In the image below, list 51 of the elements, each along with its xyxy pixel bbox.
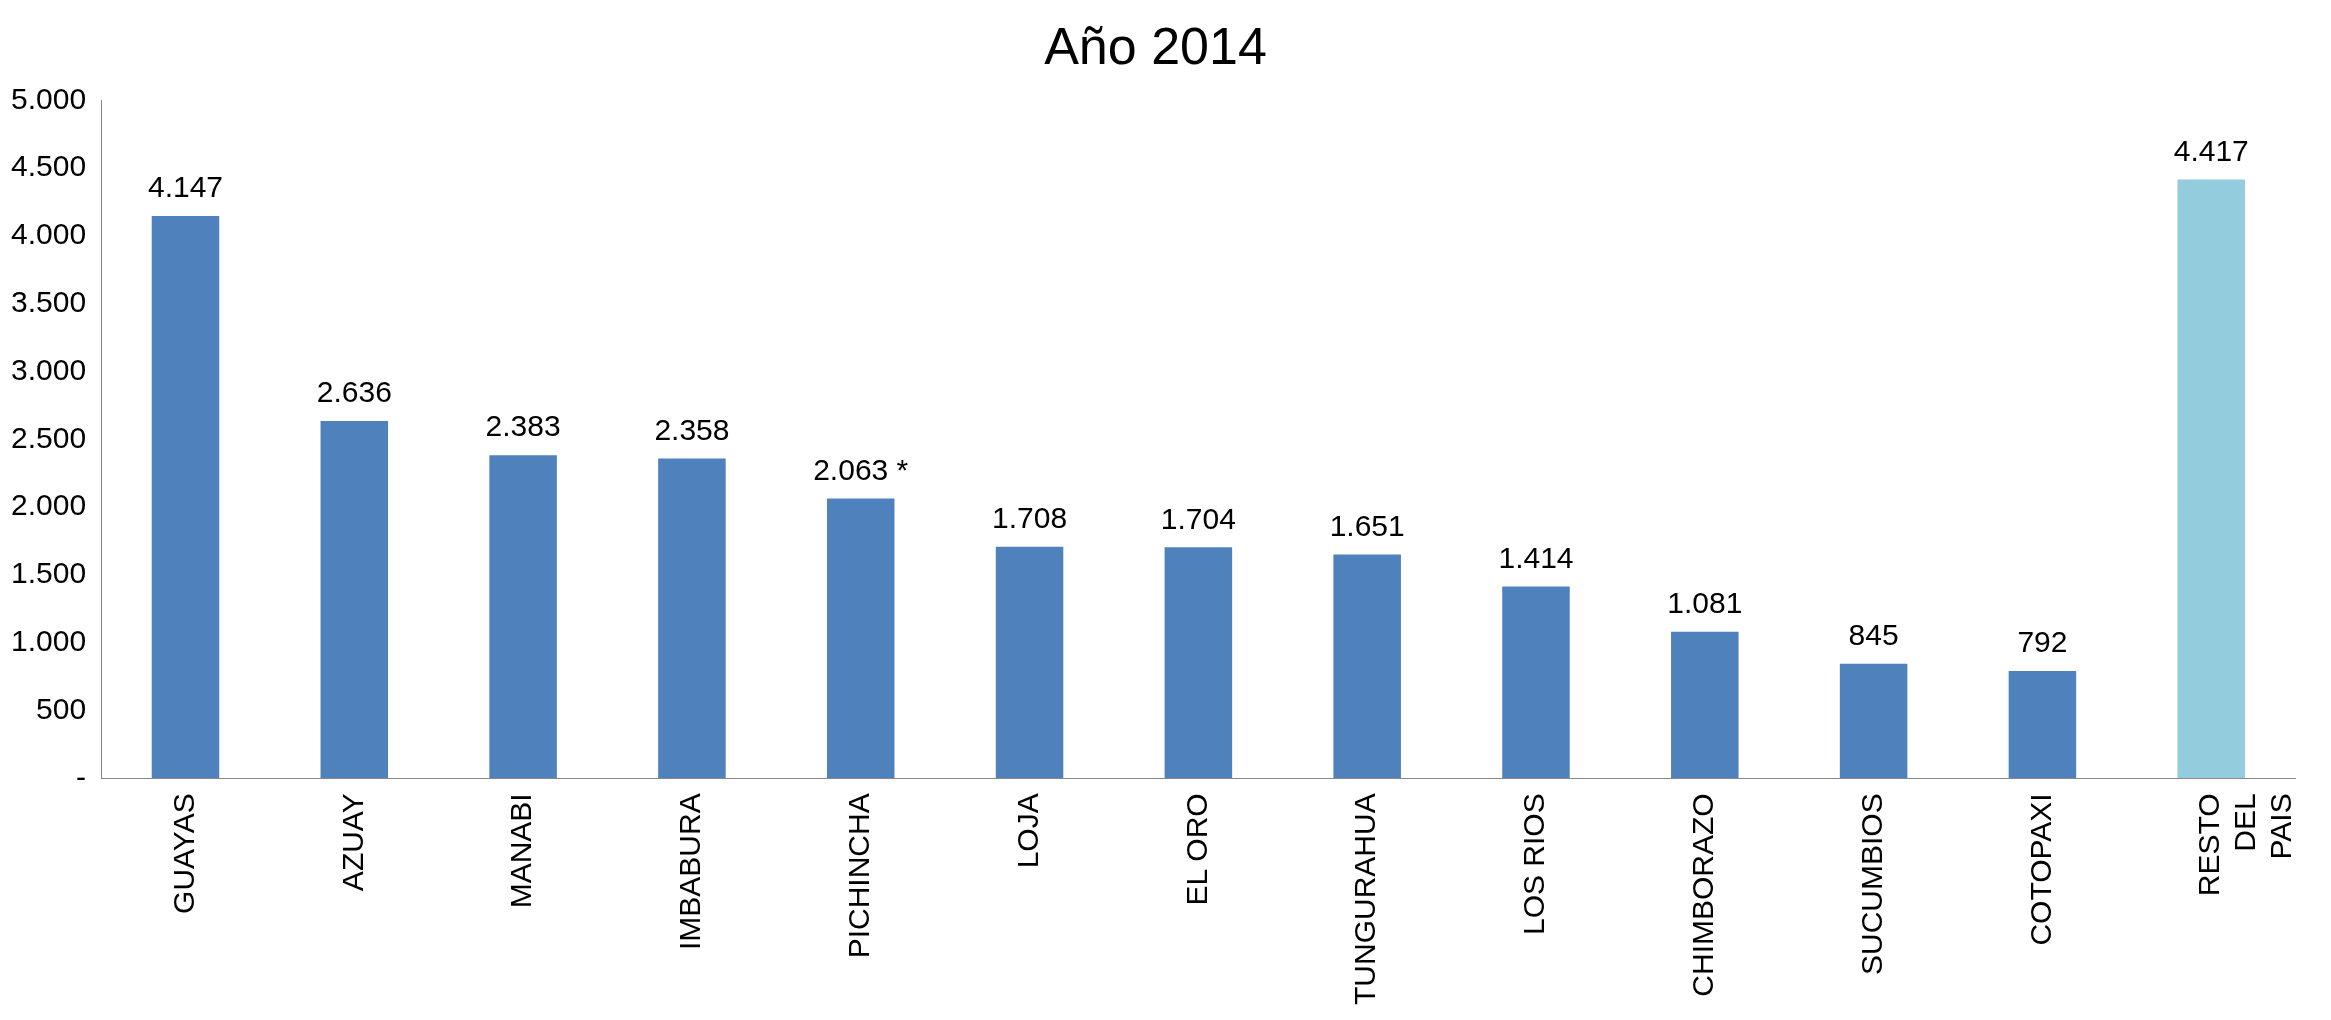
data-label: 4.417 — [2173, 133, 2249, 167]
data-label: 1.708 — [992, 501, 1068, 535]
bar — [995, 546, 1064, 779]
y-tick-label: 4.500 — [11, 149, 87, 183]
bar — [320, 420, 389, 779]
y-tick-label: 1.000 — [11, 624, 87, 658]
bar — [151, 216, 220, 779]
x-tick-label: CHIMBORAZO — [1686, 793, 1720, 997]
x-tick-label: LOJA — [1010, 793, 1044, 869]
bar — [1839, 663, 1908, 779]
bar — [1502, 586, 1570, 779]
bar — [2008, 670, 2077, 779]
x-tick-label: GUAYAS — [166, 793, 200, 914]
y-tick-label: 1.500 — [11, 556, 87, 590]
x-tick-label: EL ORO — [1179, 793, 1213, 906]
data-label: 1.414 — [1498, 540, 1574, 574]
bar — [658, 458, 726, 779]
bar — [826, 498, 895, 779]
data-label: 1.704 — [1160, 501, 1236, 535]
data-label: 4.147 — [147, 170, 224, 204]
y-tick-label: 5.000 — [11, 81, 87, 115]
y-tick-label: 3.000 — [11, 352, 87, 386]
data-label: 792 — [2017, 625, 2068, 659]
data-label: 1.081 — [1667, 586, 1743, 620]
y-tick-label: 2.000 — [11, 488, 87, 522]
x-tick-label: MANABI — [504, 793, 538, 909]
y-tick-label: - — [76, 759, 87, 793]
x-tick-label: IMBABURA — [673, 793, 707, 951]
data-label: 2.636 — [316, 375, 392, 409]
data-label: 2.383 — [485, 409, 561, 443]
data-label: 2.358 — [654, 412, 730, 446]
x-tick-label: PICHINCHA — [842, 793, 875, 959]
chart-title: Año 2014 — [1044, 16, 1267, 75]
x-tick-label: SUCUMBIOS — [1854, 793, 1888, 976]
x-tick-label: AZUAY — [335, 793, 369, 892]
data-label: 1.651 — [1329, 508, 1405, 542]
bar — [2177, 179, 2245, 779]
bar — [1671, 631, 1739, 779]
data-label: 2.063 * — [813, 452, 909, 486]
y-tick-label: 3.500 — [11, 285, 87, 319]
x-tick-label: TUNGURAHUA — [1348, 793, 1382, 1005]
bar — [1164, 547, 1233, 779]
bar — [1333, 554, 1401, 779]
y-tick-label: 500 — [36, 691, 87, 725]
x-tick-label: LOS RIOS — [1517, 793, 1551, 936]
x-tick-label: COTOPAXI — [2023, 793, 2057, 946]
y-tick-label: 2.500 — [11, 420, 87, 454]
x-tick-label: RESTO DEL PAIS — [2192, 793, 2298, 897]
bar — [489, 455, 557, 779]
data-label: 845 — [1848, 618, 1899, 652]
y-tick-label: 4.000 — [11, 217, 87, 251]
